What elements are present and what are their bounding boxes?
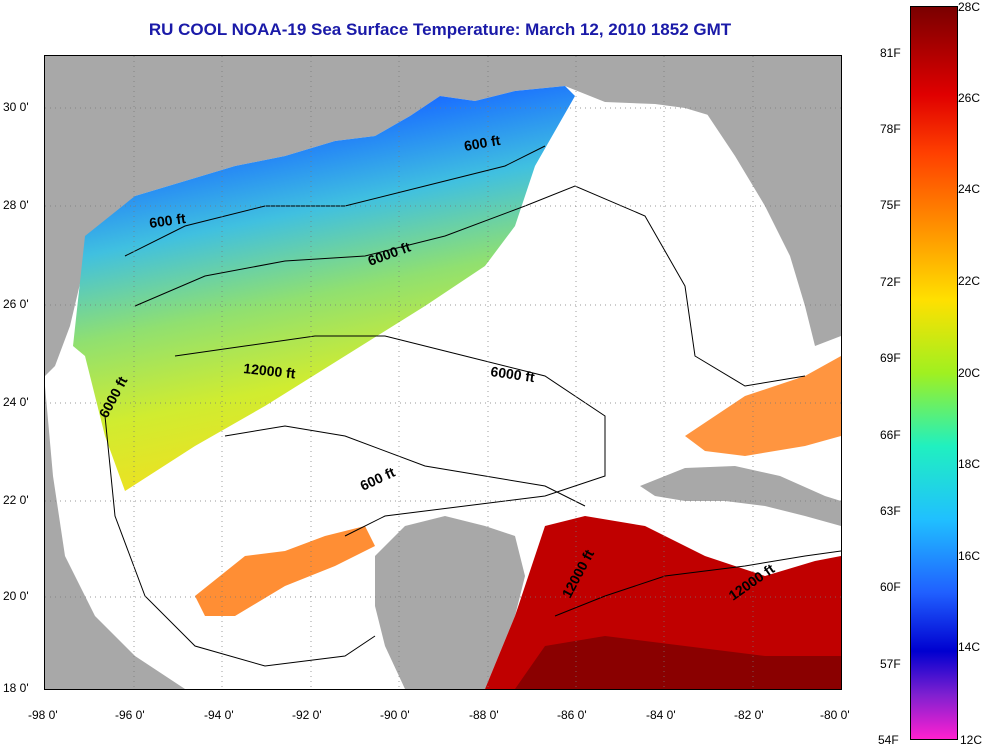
warm-patch-east (685, 356, 841, 456)
lon-label: -84 0' (646, 708, 676, 722)
map-title: RU COOL NOAA-19 Sea Surface Temperature:… (148, 20, 732, 39)
colorbar-f-label: 57F (880, 657, 901, 671)
sst-map: 600 ft 600 ft 6000 ft 12000 ft 6000 ft 6… (44, 55, 842, 690)
lat-label: 26 0' (3, 297, 29, 311)
cuba-land (640, 466, 841, 526)
lon-label: -88 0' (469, 708, 499, 722)
colorbar-c-label: 12C (960, 733, 983, 747)
colorbar-c-label: 16C (958, 549, 981, 563)
colorbar-f-label: 69F (880, 351, 901, 365)
lat-label: 30 0' (3, 100, 29, 114)
lon-label: -98 0' (28, 708, 58, 722)
grid-lines (45, 56, 841, 689)
colorbar-f-label: 72F (880, 275, 901, 289)
lon-label: -92 0' (292, 708, 322, 722)
colorbar-c-label: 26C (958, 91, 981, 105)
colorbar-f-label: 78F (880, 122, 901, 136)
colorbar-f-label: 81F (880, 46, 901, 60)
contour-label: 600 ft (148, 210, 187, 231)
lat-label: 20 0' (3, 589, 29, 603)
lon-label: -82 0' (734, 708, 764, 722)
lat-label: 28 0' (3, 198, 29, 212)
temperature-colorbar (910, 6, 958, 740)
contour-label: 6000 ft (490, 363, 536, 385)
contour-label: 12000 ft (243, 360, 297, 381)
lon-label: -86 0' (557, 708, 587, 722)
colorbar-f-label: 66F (880, 428, 901, 442)
warm-patch-south-dark (515, 636, 841, 689)
colorbar-c-label: 14C (958, 640, 981, 654)
lon-label: -94 0' (204, 708, 234, 722)
colorbar-f-label: 75F (880, 198, 901, 212)
colorbar-c-label: 22C (958, 274, 981, 288)
florida-land (685, 56, 841, 336)
colorbar-f-label: 54F (878, 733, 899, 747)
colorbar-c-label: 18C (958, 457, 981, 471)
colorbar-c-label: 28C (958, 0, 981, 14)
colorbar-c-label: 24C (958, 182, 981, 196)
colorbar-c-label: 20C (958, 366, 981, 380)
map-canvas: 600 ft 600 ft 6000 ft 12000 ft 6000 ft 6… (45, 56, 841, 689)
colorbar-f-label: 63F (880, 504, 901, 518)
mexico-land (45, 386, 185, 689)
warm-patch-bay-campeche (195, 526, 375, 616)
bathymetry-contours (104, 145, 841, 667)
contour-label: 600 ft (358, 464, 398, 494)
lat-label: 22 0' (3, 493, 29, 507)
colorbar-f-label: 60F (880, 580, 901, 594)
contour-label: 600 ft (463, 132, 502, 154)
lon-label: -80 0' (820, 708, 850, 722)
yucatan-land (375, 516, 525, 689)
sst-swath (73, 86, 575, 491)
lon-label: -90 0' (380, 708, 410, 722)
us-coast-land (45, 56, 841, 376)
lat-label: 24 0' (3, 395, 29, 409)
lat-label: 18 0' (3, 681, 29, 695)
lon-label: -96 0' (115, 708, 145, 722)
